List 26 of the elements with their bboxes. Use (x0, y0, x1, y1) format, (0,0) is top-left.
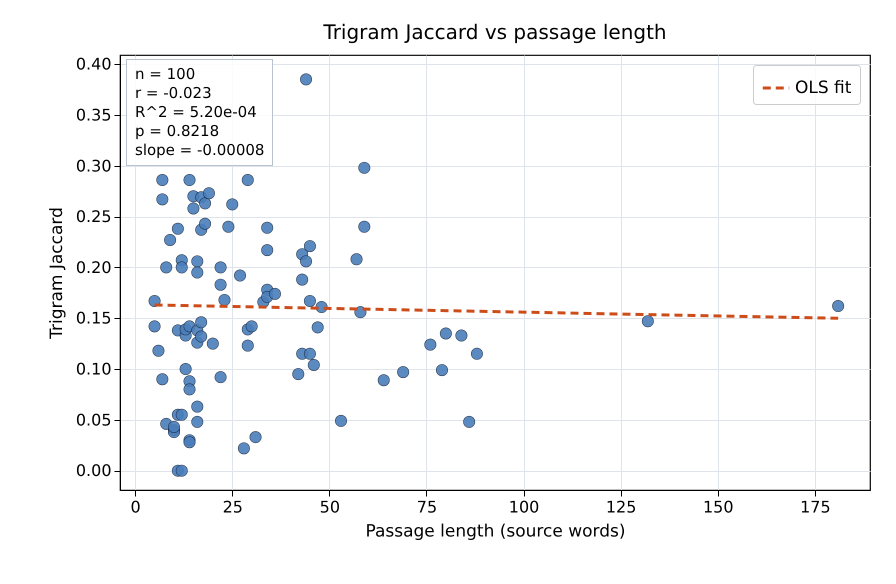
y-tick-label: 0.25 (76, 207, 112, 226)
annotation: R^2 = 5.20e-04 (135, 103, 258, 122)
legend-label: OLS fit (795, 78, 852, 98)
y-tick-label: 0.20 (76, 258, 112, 277)
x-tick-label: 25 (222, 498, 243, 516)
annotation: p = 0.8218 (135, 122, 220, 141)
x-tick-label: 50 (320, 498, 340, 516)
x-tick-label: 75 (416, 498, 438, 516)
annotation: n = 100 (135, 65, 196, 84)
y-tick-label: 0.10 (76, 360, 112, 379)
y-tick-label: 0.40 (76, 54, 112, 74)
y-tick-label: 0.35 (76, 105, 112, 124)
x-tick-label: 175 (800, 498, 831, 516)
x-tick-label: 125 (606, 498, 636, 516)
annotation: slope = -0.00008 (135, 141, 264, 160)
y-tick-label: 0.05 (76, 410, 112, 430)
x-tick-label: 0 (130, 498, 141, 516)
y-axis-title: Trigram Jaccard (46, 207, 67, 340)
x-tick-label: 100 (508, 498, 540, 516)
y-tick-label: 0.00 (76, 461, 112, 480)
y-tick-label: 0.15 (76, 308, 112, 328)
y-tick-label: 0.30 (76, 156, 112, 176)
x-axis-title: Passage length (source words) (365, 522, 626, 542)
x-tick-label: 150 (702, 498, 734, 516)
annotation: r = -0.023 (135, 84, 213, 103)
chart-title: Trigram Jaccard vs passage length (322, 20, 667, 44)
